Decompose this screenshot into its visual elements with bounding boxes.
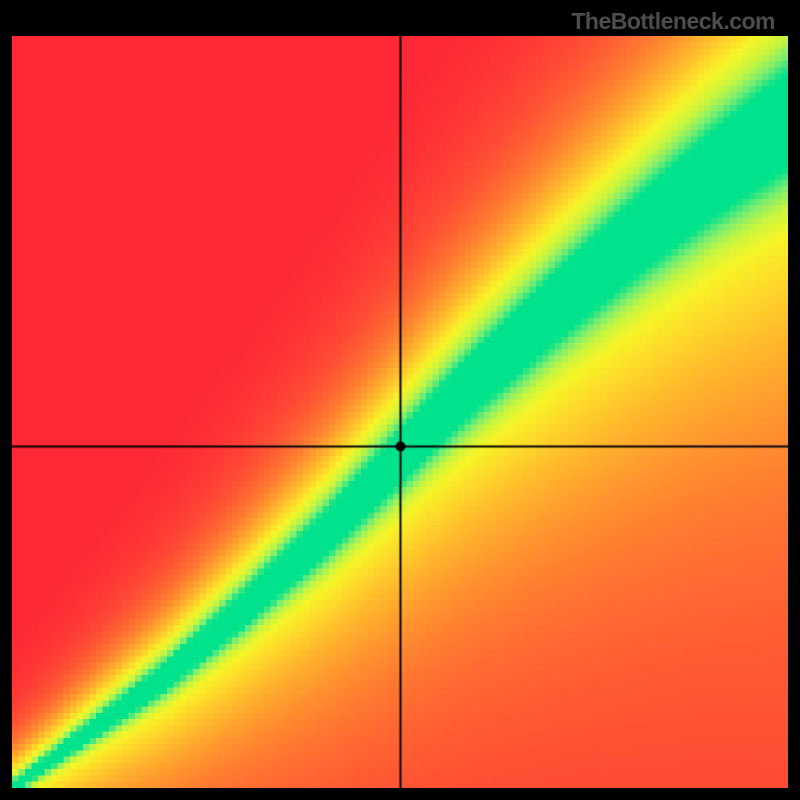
crosshair-overlay	[12, 36, 788, 788]
watermark-text: TheBottleneck.com	[571, 8, 775, 35]
chart-container: TheBottleneck.com	[0, 0, 800, 800]
